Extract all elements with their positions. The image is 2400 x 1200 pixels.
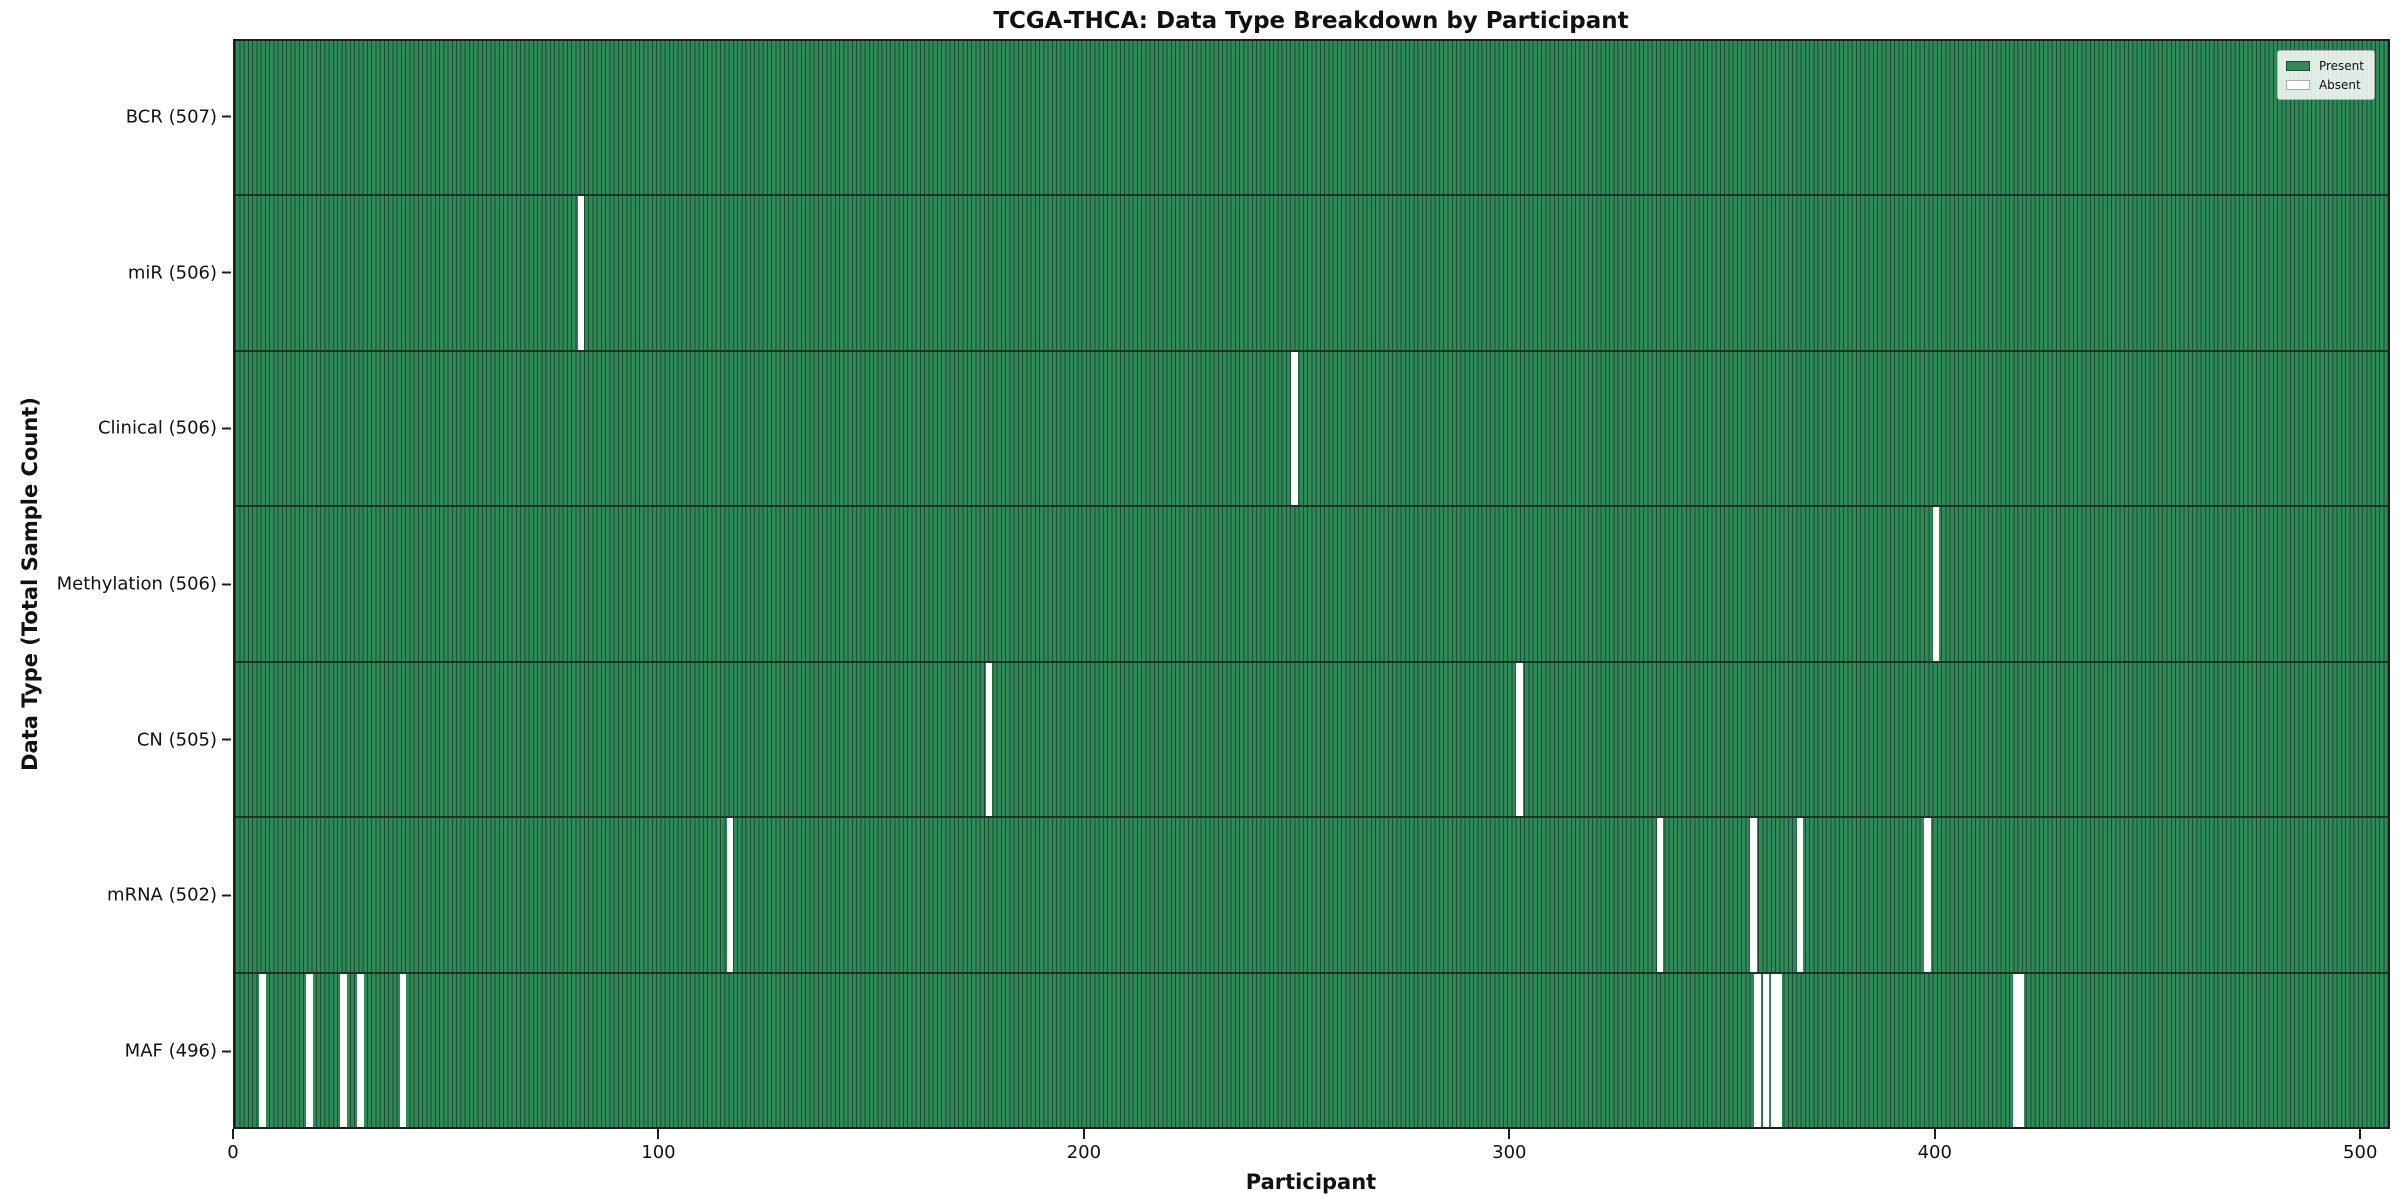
absent-gap [577, 196, 585, 350]
absent-gap [399, 973, 407, 1127]
y-tick-label: CN (505) [136, 729, 217, 751]
x-axis: 0 100 200 300 400 500 [227, 1129, 2390, 1179]
x-tick-label: 100 [641, 1142, 676, 1163]
absent-gap [306, 973, 313, 1127]
y-tick-mark [222, 115, 231, 118]
absent-gap [1796, 818, 1804, 972]
data-row-bcr [235, 41, 2388, 195]
y-tick-methylation: Methylation (506) [57, 574, 233, 595]
data-row-methylation [235, 505, 2388, 661]
chart-title: TCGA-THCA: Data Type Breakdown by Partic… [993, 8, 1629, 34]
absent-gap [1932, 507, 1940, 661]
data-row-clinical [235, 349, 2388, 506]
absent-gap [985, 662, 993, 817]
absent-gap [2013, 973, 2020, 1127]
legend-swatch-absent [2285, 79, 2310, 90]
y-tick-label: Clinical (506) [97, 417, 217, 439]
x-tick-mark [1508, 1129, 1511, 1139]
x-tick-mark [2359, 1129, 2362, 1139]
data-row-mrna [235, 816, 2388, 972]
x-tick-mark [232, 1129, 234, 1139]
x-tick-mark [1082, 1129, 1085, 1139]
absent-gap [1754, 973, 1761, 1127]
x-tick-mark [657, 1129, 660, 1139]
data-row-maf [235, 971, 2388, 1127]
y-tick-label: BCR (507) [125, 106, 217, 128]
y-tick-mark [222, 427, 231, 430]
data-row-cn [235, 660, 2388, 817]
y-tick-mrna: mRNA (502) [107, 885, 233, 906]
y-tick-mark [222, 738, 231, 741]
legend-label: Present [2318, 58, 2364, 73]
absent-gap [259, 973, 266, 1127]
x-axis-label: Participant [1245, 1170, 1377, 1194]
x-tick-mark [1933, 1129, 1936, 1139]
absent-gap [1762, 973, 1770, 1127]
y-tick-mark [222, 1050, 231, 1053]
y-tick-mark [222, 894, 231, 897]
absent-gap [1771, 973, 1778, 1127]
legend-entry-absent: Absent [2285, 75, 2364, 94]
absent-gap [1775, 973, 1782, 1127]
y-tick-label: miR (506) [127, 262, 217, 284]
absent-gap [726, 818, 734, 972]
y-axis: BCR (507) miR (506) Clinical (506) Methylat… [0, 39, 233, 1129]
absent-gap [1291, 351, 1298, 506]
y-tick-label: MAF (496) [124, 1040, 217, 1062]
x-tick-label: 300 [1492, 1142, 1527, 1163]
legend: Present Absent [2276, 50, 2375, 100]
absent-gap [1750, 818, 1757, 972]
data-row-mir [235, 194, 2388, 350]
x-tick-label: 0 [227, 1142, 239, 1163]
legend-label: Absent [2318, 77, 2361, 92]
absent-gap [357, 973, 364, 1127]
y-tick-mir: miR (506) [128, 262, 233, 283]
y-tick-mark [222, 583, 231, 585]
y-tick-cn: CN (505) [137, 729, 233, 750]
legend-entry-present: Present [2285, 56, 2364, 75]
y-tick-label: mRNA (502) [107, 884, 217, 906]
y-tick-clinical: Clinical (506) [98, 418, 233, 439]
absent-gap [1516, 662, 1523, 817]
absent-gap [1924, 818, 1931, 972]
x-tick-label: 400 [1917, 1142, 1952, 1163]
y-tick-maf: MAF (496) [125, 1041, 233, 1062]
legend-swatch-present [2285, 60, 2310, 71]
x-tick-label: 500 [2343, 1142, 2378, 1163]
y-tick-bcr: BCR (507) [126, 106, 233, 127]
y-tick-label: Methylation (506) [56, 573, 217, 595]
plot-area: Present Absent [233, 39, 2390, 1129]
y-tick-mark [222, 271, 231, 274]
x-tick-label: 200 [1066, 1142, 1102, 1163]
absent-gap [2017, 973, 2025, 1127]
absent-gap [1656, 818, 1664, 972]
absent-gap [340, 973, 347, 1127]
